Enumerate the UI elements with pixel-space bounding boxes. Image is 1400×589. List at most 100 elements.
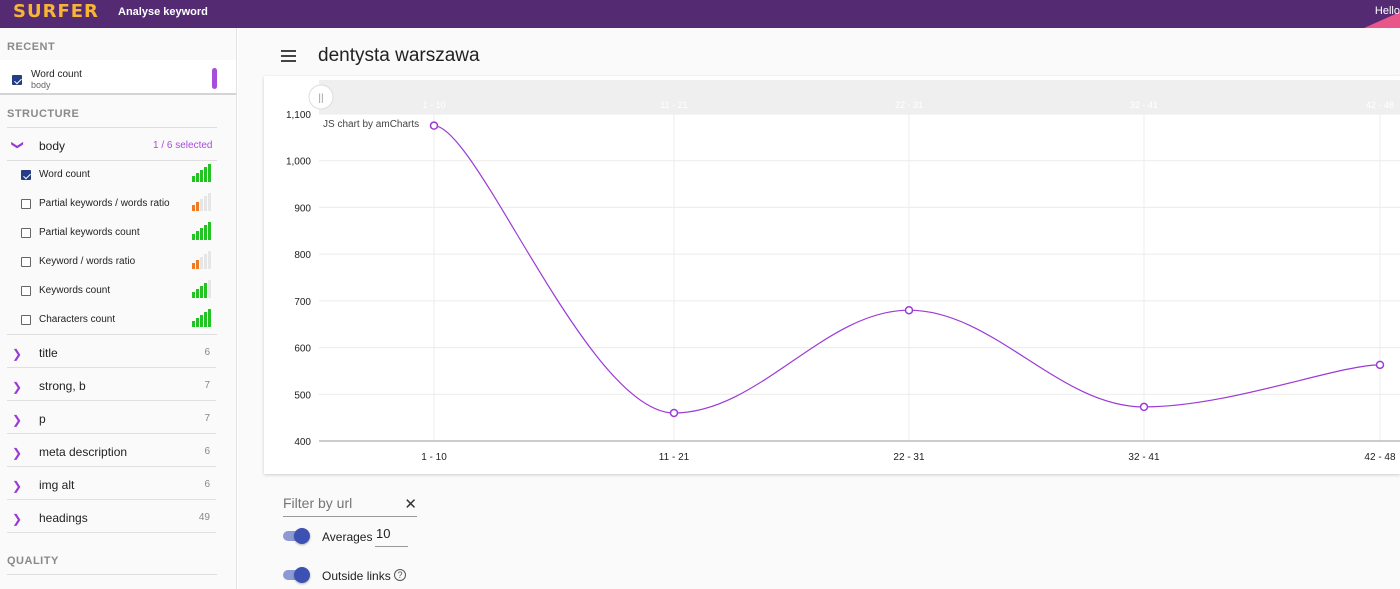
item-label: Keyword / words ratio: [39, 256, 136, 267]
recent-item-label: Word count: [31, 69, 82, 80]
item-checkbox[interactable]: [21, 315, 31, 325]
y-tick-label: 1,000: [286, 157, 311, 168]
group-6[interactable]: ❯ headings 49: [0, 500, 236, 533]
body-item[interactable]: Partial keywords / words ratio: [0, 189, 236, 218]
chevron-right-icon[interactable]: ❯: [12, 380, 23, 394]
item-label: Characters count: [39, 314, 116, 325]
y-tick-label: 1,100: [286, 110, 311, 121]
x-tick-label: 22 - 31: [893, 452, 925, 463]
averages-field[interactable]: [375, 525, 408, 547]
data-point[interactable]: [669, 408, 679, 418]
body-item[interactable]: Partial keywords count: [0, 218, 236, 247]
chevron-right-icon[interactable]: ❯: [12, 413, 23, 427]
data-point[interactable]: [1375, 360, 1385, 370]
signal-bars-icon: [192, 164, 212, 182]
divider: [7, 160, 217, 161]
group-5[interactable]: ❯ img alt 6: [0, 467, 236, 500]
group-2[interactable]: ❯ strong, b 7: [0, 368, 236, 401]
divider: [7, 532, 216, 533]
averages-label: Averages: [322, 530, 373, 544]
clear-icon[interactable]: ✕: [404, 496, 417, 513]
y-tick-label: 700: [294, 297, 311, 308]
body-item[interactable]: Word count: [0, 160, 236, 189]
signal-bars-icon: [192, 309, 212, 327]
scrollbar-tick-label: 11 - 21: [660, 100, 687, 110]
help-icon[interactable]: ?: [394, 569, 406, 581]
group-label: strong, b: [39, 379, 86, 393]
divider: [7, 367, 216, 368]
main-content: dentysta warszawa || 1,100 1,000 900 800 700 6…: [238, 28, 1400, 589]
data-point[interactable]: [429, 121, 439, 130]
scrollbar-grip[interactable]: [308, 84, 334, 110]
y-tick-label: 400: [294, 437, 311, 448]
recent-item-checkbox[interactable]: [12, 75, 22, 85]
group-count: 6: [204, 347, 210, 358]
nav-analyse-keyword[interactable]: Analyse keyword: [118, 6, 208, 18]
chevron-right-icon[interactable]: ❯: [12, 347, 23, 361]
recent-section-title: RECENT: [7, 41, 56, 53]
item-checkbox[interactable]: [21, 199, 31, 209]
item-checkbox[interactable]: [21, 170, 31, 180]
outside-links-toggle[interactable]: [283, 567, 311, 583]
group-label: meta description: [39, 445, 128, 459]
chart-scrollbar: [319, 80, 1400, 114]
group-label: img alt: [39, 478, 75, 492]
page-title: dentysta warszawa: [318, 45, 480, 66]
item-label: Partial keywords count: [39, 227, 140, 238]
body-item[interactable]: Characters count: [0, 305, 236, 334]
group-4[interactable]: ❯ meta description 6: [0, 434, 236, 467]
grip-icon: ||: [318, 93, 323, 104]
corner-decoration: [1364, 12, 1400, 28]
recent-item-indicator: [212, 68, 217, 89]
chart-card: || 1,100 1,000 900 800 700 600 500 400 1 - 10 1 - …: [264, 76, 1400, 474]
divider: [7, 400, 216, 401]
chevron-right-icon[interactable]: ❯: [12, 446, 23, 460]
chevron-down-icon[interactable]: ❯: [11, 139, 26, 151]
y-tick-label: 900: [294, 203, 311, 214]
data-point[interactable]: [1139, 402, 1149, 412]
line-chart: || 1,100 1,000 900 800 700 600 500 400 1 - 10 1 - …: [286, 80, 1400, 463]
outside-links-label: Outside links: [322, 569, 391, 583]
averages-toggle[interactable]: [283, 528, 311, 544]
user-greeting[interactable]: Hello: [1374, 5, 1400, 17]
item-label: Keywords count: [39, 285, 111, 296]
item-checkbox[interactable]: [21, 286, 31, 296]
item-checkbox[interactable]: [21, 228, 31, 238]
group-1[interactable]: ❯ title 6: [0, 335, 236, 368]
data-point[interactable]: [904, 305, 914, 315]
quality-section-title: QUALITY: [7, 555, 59, 567]
group-body[interactable]: ❯ body 1 / 6 selected: [0, 128, 236, 161]
x-tick-label: 1 - 10: [421, 452, 447, 463]
signal-bars-icon: [192, 280, 212, 298]
x-tick-label: 32 - 41: [1128, 452, 1160, 463]
group-count: 7: [204, 380, 210, 391]
body-item[interactable]: Keywords count: [0, 276, 236, 305]
item-label: Partial keywords / words ratio: [39, 198, 170, 209]
group-label: body: [39, 139, 66, 153]
chart-credit: JS chart by amCharts: [323, 119, 419, 130]
item-label: Word count: [39, 169, 90, 180]
y-tick-label: 500: [294, 390, 311, 401]
group-3[interactable]: ❯ p 7: [0, 401, 236, 434]
group-count: 6: [204, 446, 210, 457]
body-item[interactable]: Keyword / words ratio: [0, 247, 236, 276]
x-tick-label: 11 - 21: [659, 452, 690, 463]
divider: [7, 433, 216, 434]
divider: [7, 466, 216, 467]
group-label: headings: [39, 511, 88, 525]
scrollbar-tick-label: 22 - 31: [895, 100, 923, 110]
averages-input[interactable]: [376, 526, 406, 541]
scrollbar-tick-label: 32 - 41: [1130, 100, 1158, 110]
recent-item-sub: body: [31, 80, 51, 90]
recent-item[interactable]: Word count body: [0, 60, 236, 95]
signal-bars-icon: [192, 251, 212, 269]
scrollbar-tick-label: 1 - 10: [422, 100, 445, 110]
menu-icon[interactable]: [281, 50, 296, 62]
filter-url-input[interactable]: [283, 495, 393, 511]
app-logo[interactable]: SURFER: [13, 1, 99, 22]
structure-section-title: STRUCTURE: [7, 108, 80, 120]
chevron-right-icon[interactable]: ❯: [12, 479, 23, 493]
filter-by-url[interactable]: ✕: [283, 493, 417, 517]
chevron-right-icon[interactable]: ❯: [12, 512, 23, 526]
item-checkbox[interactable]: [21, 257, 31, 267]
